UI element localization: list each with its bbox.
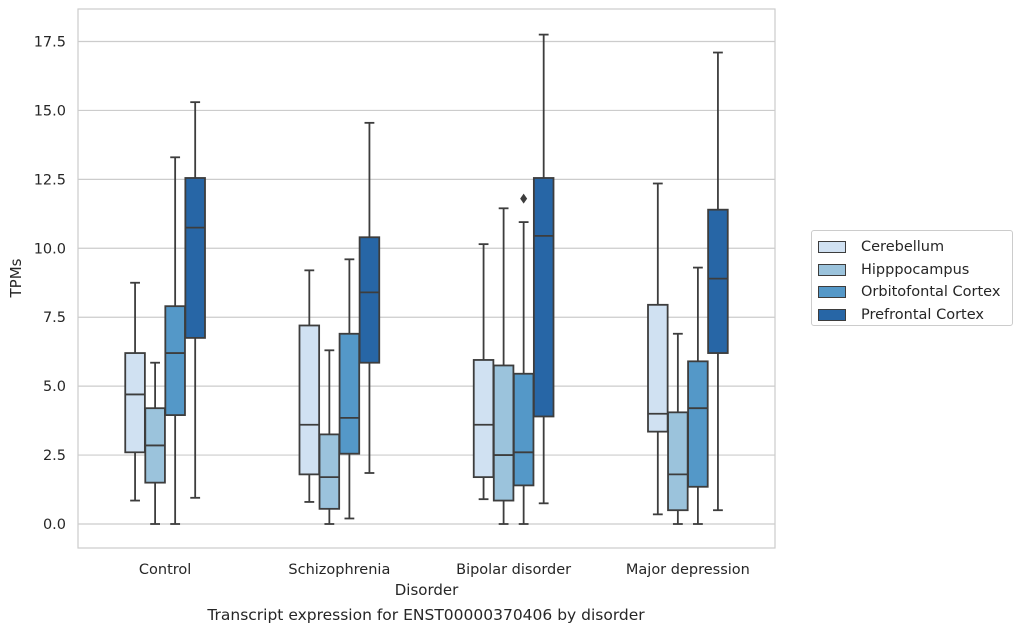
- box-cerebellum: [298, 269, 321, 503]
- y-axis-label: TPMs: [7, 258, 25, 298]
- x-tick-label: Bipolar disorder: [456, 562, 571, 578]
- legend: Cerebellum Hipppocampus Orbitofontal Corte…: [811, 230, 1013, 326]
- outlier-point: [520, 193, 528, 204]
- iqr-box: [338, 332, 361, 455]
- iqr-box: [164, 305, 186, 416]
- legend-item: Prefrontal Cortex: [818, 304, 1012, 327]
- chart-caption: Transcript expression for ENST0000037040…: [207, 606, 645, 624]
- legend-item: Cerebellum: [818, 236, 1012, 259]
- box-orbitofontal-cortex: [687, 266, 709, 525]
- y-tick-label: 5.0: [43, 379, 66, 395]
- iqr-box: [492, 364, 515, 502]
- boxplots: [124, 33, 729, 525]
- y-tick-labels: 0.0 2.5 5.0 7.5 10.0 12.5 15.0 17.5: [34, 35, 66, 534]
- iqr-box: [687, 360, 709, 488]
- box-orbitofontal-cortex: [512, 193, 535, 525]
- iqr-box: [472, 359, 495, 479]
- x-tick-label: Control: [139, 562, 191, 578]
- legend-label: Hipppocampus: [861, 261, 970, 278]
- x-tick-labels: Control Schizophrenia Bipolar disorder Majo…: [139, 562, 750, 578]
- x-tick-label: Major depression: [626, 562, 750, 578]
- plot-frame: [77, 8, 776, 549]
- legend-label: Cerebellum: [861, 239, 945, 256]
- iqr-box: [532, 177, 555, 418]
- iqr-box: [184, 177, 206, 339]
- legend-item: Hipppocampus: [818, 259, 1012, 282]
- y-tick-label: 7.5: [43, 310, 66, 326]
- box-cerebellum: [472, 243, 495, 501]
- box-cerebellum: [124, 281, 146, 502]
- box-prefrontal-cortex: [707, 51, 729, 512]
- y-tick-label: 12.5: [34, 172, 66, 188]
- legend-label: Orbitofontal Cortex: [861, 284, 1001, 301]
- iqr-box: [647, 303, 669, 433]
- legend-swatch: [818, 263, 846, 276]
- box-orbitofontal-cortex: [338, 258, 361, 520]
- box-hipppocampus: [318, 349, 341, 525]
- box-prefrontal-cortex: [532, 33, 555, 505]
- y-tick-label: 10.0: [34, 241, 66, 257]
- iqr-box: [318, 433, 341, 510]
- iqr-box: [667, 411, 689, 512]
- legend-swatch: [818, 308, 846, 321]
- legend-swatch: [818, 286, 846, 299]
- box-hipppocampus: [492, 207, 515, 525]
- y-tick-label: 0.0: [43, 517, 66, 533]
- box-hipppocampus: [144, 361, 166, 525]
- y-tick-label: 2.5: [43, 448, 66, 464]
- box-prefrontal-cortex: [358, 121, 381, 474]
- box-hipppocampus: [667, 332, 689, 525]
- y-tick-label: 17.5: [34, 35, 66, 51]
- iqr-box: [512, 372, 535, 487]
- y-tick-label: 15.0: [34, 103, 66, 119]
- x-tick-label: Schizophrenia: [288, 562, 390, 578]
- iqr-box: [358, 236, 381, 364]
- legend-label: Prefrontal Cortex: [861, 306, 984, 323]
- iqr-box: [298, 324, 321, 476]
- iqr-box: [707, 208, 729, 354]
- x-axis-label: Disorder: [395, 581, 459, 599]
- box-orbitofontal-cortex: [164, 156, 186, 525]
- box-cerebellum: [647, 182, 669, 516]
- iqr-box: [124, 352, 146, 454]
- box-prefrontal-cortex: [184, 101, 206, 499]
- legend-item: Orbitofontal Cortex: [818, 281, 1012, 304]
- legend-swatch: [818, 241, 846, 254]
